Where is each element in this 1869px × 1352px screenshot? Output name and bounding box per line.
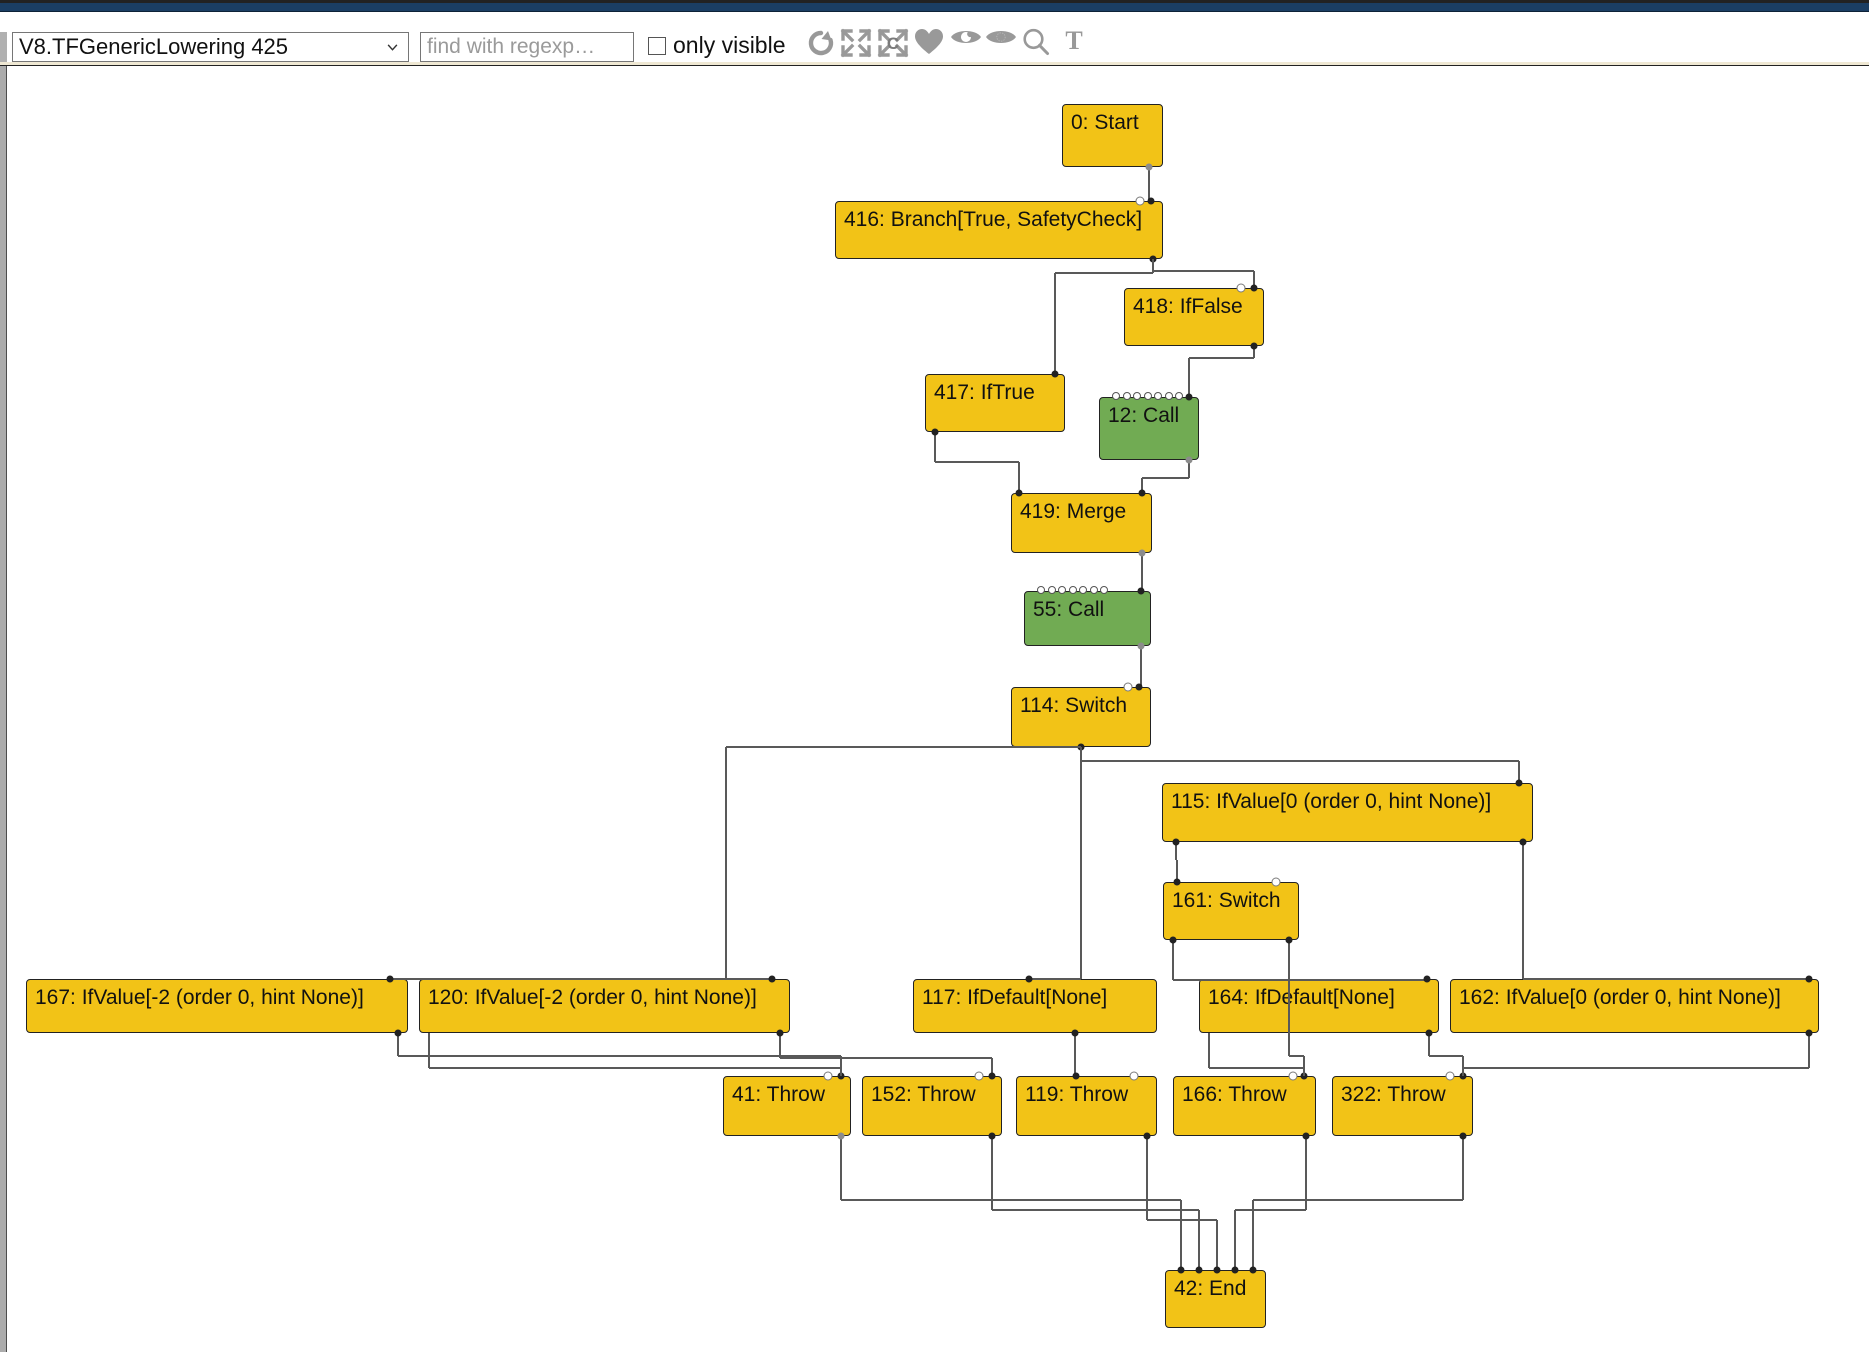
svg-text:C: C xyxy=(887,34,899,53)
svg-text:T: T xyxy=(1065,27,1082,55)
